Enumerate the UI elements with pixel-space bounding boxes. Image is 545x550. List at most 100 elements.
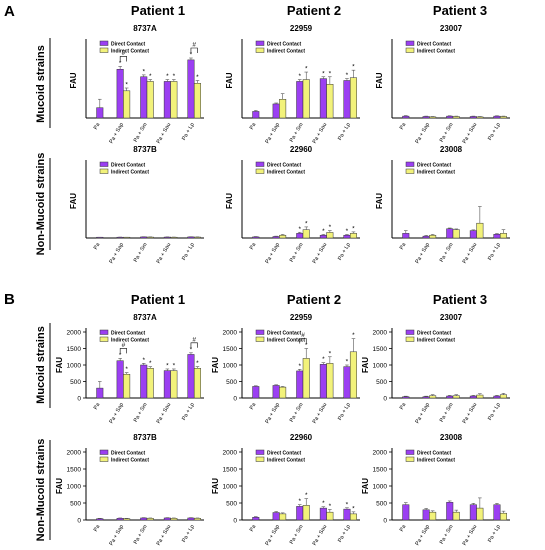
bar-indirect [279, 99, 287, 119]
significance-star: * [119, 60, 122, 67]
bar-indirect [123, 518, 131, 521]
bar-direct [272, 512, 280, 521]
bar-direct [446, 502, 454, 521]
significance-hash: # [122, 342, 126, 349]
chart-b-22959: 22959 0 500 1000 1500 2000 FAU Pa Pa + Sap * * Pa +… [211, 313, 360, 425]
bar-direct [187, 354, 195, 399]
y-tick-label: 1500 [223, 467, 238, 474]
legend-swatch-indirect [405, 456, 415, 462]
y-tick-label: 1000 [223, 484, 238, 491]
legend-swatch-indirect [405, 336, 415, 342]
x-tick-label: Pa + Sap [265, 402, 282, 425]
significance-star: * [166, 362, 169, 369]
bar-direct [187, 236, 195, 239]
x-tick-label: Pa [93, 121, 102, 131]
legend-swatch-direct [255, 161, 265, 167]
patient-header-b-1: Patient 1 [131, 292, 185, 307]
bar-direct [252, 111, 260, 119]
y-axis-label: FAU [375, 72, 384, 88]
chart-a-8737a: 8737A FAU Pa * * Pa + Sap * * Pa + Sm * * Pa + Sau *… [69, 24, 204, 145]
legend-swatch-indirect [99, 47, 109, 53]
bar-indirect [452, 116, 460, 119]
bar-direct [422, 235, 430, 239]
significance-star: * [190, 346, 193, 353]
panel-letter-b: B [4, 291, 15, 308]
legend-label-direct: Direct Contact [111, 330, 146, 336]
legend-label-indirect: Indirect Contact [417, 169, 455, 175]
y-axis-label: FAU [225, 193, 234, 209]
y-tick-label: 500 [376, 379, 387, 386]
bar-indirect [452, 511, 460, 521]
significance-star: * [173, 362, 176, 369]
x-tick-label: Pa + Sm [289, 122, 305, 144]
legend-swatch-direct [405, 449, 415, 455]
x-tick-label: Pa [93, 241, 102, 251]
significance-star: * [329, 224, 332, 231]
x-tick-label: Pa [399, 121, 408, 131]
x-tick-label: Pa + Sap [415, 242, 432, 265]
significance-star: * [346, 359, 349, 366]
chart-b-23007: 23007 0 500 1000 1500 2000 FAU Pa Pa + Sap Pa + S… [361, 313, 510, 425]
significance-star: * [142, 68, 145, 75]
row-label-a-mucoid: Mucoid strains [35, 45, 47, 123]
bar-indirect [349, 351, 357, 399]
legend-swatch-direct [99, 161, 109, 167]
bar-indirect [326, 511, 334, 521]
legend-label-indirect: Indirect Contact [417, 48, 455, 54]
significance-star: * [149, 73, 152, 80]
significance-star: * [346, 501, 349, 508]
x-tick-label: Pa + Lp [487, 524, 502, 544]
patient-header-a-2: Patient 2 [287, 3, 341, 18]
bar-direct [252, 236, 260, 239]
bar-indirect [170, 81, 178, 119]
legend-label-indirect: Indirect Contact [111, 169, 149, 175]
significance-star: * [352, 332, 355, 339]
significance-star: * [352, 505, 355, 512]
legend-label-indirect: Indirect Contact [267, 337, 305, 343]
bar-indirect [429, 395, 437, 399]
bar-indirect [349, 233, 357, 239]
bar-direct [446, 115, 454, 119]
significance-star: * [298, 363, 301, 370]
y-tick-label: 500 [226, 501, 237, 508]
significance-bracket [119, 348, 127, 354]
chart-a-23007: 23007 FAU Pa Pa + Sap Pa + Sm Pa + Sau Pa + Lp… [375, 24, 510, 145]
significance-star: * [322, 228, 325, 235]
y-tick-label: 2000 [67, 330, 82, 337]
bar-direct [343, 508, 351, 521]
x-tick-label: Pa + Sm [133, 524, 149, 546]
legend-swatch-direct [255, 449, 265, 455]
bar-indirect [302, 358, 310, 399]
panel-letter-a: A [4, 3, 15, 20]
bar-direct [469, 395, 477, 399]
legend-swatch-direct [255, 40, 265, 46]
bar-indirect [326, 84, 334, 119]
x-tick-label: Pa + Sm [439, 242, 455, 264]
y-axis-label: FAU [211, 357, 220, 373]
significance-hash: # [122, 50, 126, 57]
x-tick-label: Pa + Sap [415, 524, 432, 547]
bar-indirect [349, 513, 357, 521]
legend-label-indirect: Indirect Contact [417, 457, 455, 463]
y-tick-label: 1000 [373, 363, 388, 370]
x-tick-label: Pa + Sau [312, 122, 329, 145]
bar-direct [422, 509, 430, 521]
x-tick-label: Pa + Sm [289, 402, 305, 424]
bar-direct [96, 107, 104, 119]
significance-star: * [173, 73, 176, 80]
legend-swatch-indirect [255, 168, 265, 174]
y-tick-label: 0 [233, 518, 237, 525]
legend-label-direct: Direct Contact [267, 162, 302, 168]
bar-indirect [499, 394, 507, 399]
y-axis-label: FAU [69, 193, 78, 209]
bar-direct [343, 80, 351, 119]
bar-direct [422, 116, 430, 119]
x-tick-label: Pa [399, 401, 408, 411]
y-tick-label: 1000 [67, 363, 82, 370]
x-tick-label: Pa + Sap [109, 122, 126, 145]
significance-star: * [322, 70, 325, 77]
legend-swatch-indirect [405, 168, 415, 174]
bar-indirect [146, 518, 154, 521]
